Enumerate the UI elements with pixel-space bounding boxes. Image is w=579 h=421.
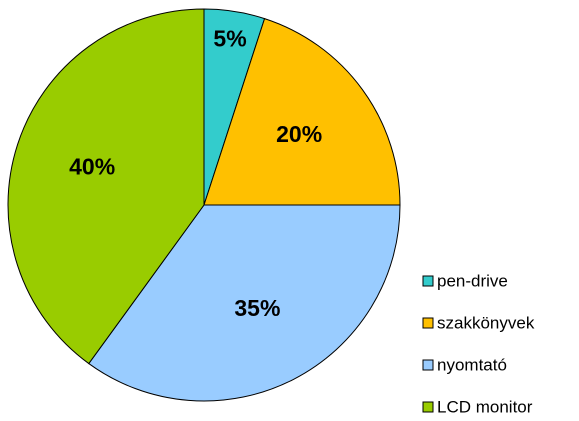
data-label: 5% bbox=[213, 26, 246, 52]
pie-slice bbox=[7, 8, 205, 365]
legend-swatch bbox=[422, 275, 434, 287]
data-label: 40% bbox=[69, 154, 115, 180]
data-label: 20% bbox=[276, 121, 322, 147]
legend-label: LCD monitor bbox=[437, 397, 533, 416]
legend-swatch bbox=[422, 401, 434, 413]
legend-label: nyomtató bbox=[437, 355, 507, 374]
legend-swatch bbox=[422, 359, 434, 371]
legend-label: pen-drive bbox=[437, 271, 508, 290]
pie-slice bbox=[203, 17, 401, 206]
data-label: 35% bbox=[234, 295, 280, 321]
pie-slice bbox=[88, 204, 401, 402]
legend-label: szakkönyvek bbox=[437, 313, 535, 332]
legend-swatch bbox=[422, 317, 434, 329]
